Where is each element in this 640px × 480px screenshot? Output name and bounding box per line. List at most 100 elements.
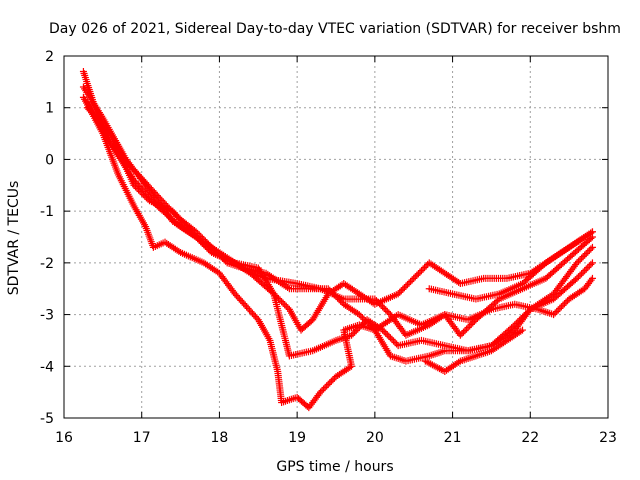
data-point-marker xyxy=(576,256,584,264)
data-point-marker xyxy=(574,273,582,281)
data-point-marker xyxy=(556,304,564,312)
data-point-marker xyxy=(579,253,587,261)
y-tick-label: -5 xyxy=(40,411,54,427)
grid-lines xyxy=(64,56,608,418)
data-point-marker xyxy=(459,328,467,336)
data-point-marker xyxy=(192,233,200,241)
data-point-marker xyxy=(380,328,388,336)
data-point-marker xyxy=(349,330,357,338)
data-point-marker xyxy=(156,195,164,203)
data-point-marker xyxy=(323,382,331,390)
data-point-marker xyxy=(358,314,366,322)
data-point-marker xyxy=(197,238,205,246)
data-point-marker xyxy=(366,321,374,329)
data-series xyxy=(79,68,596,412)
data-point-marker xyxy=(352,327,360,335)
data-point-marker xyxy=(584,248,592,256)
data-point-marker xyxy=(138,189,146,197)
data-point-marker xyxy=(553,307,561,315)
data-point-marker xyxy=(203,244,211,252)
data-point-marker xyxy=(394,290,402,298)
data-point-marker xyxy=(399,285,407,293)
data-point-marker xyxy=(139,191,147,199)
data-point-marker xyxy=(376,300,384,308)
data-point-marker xyxy=(205,245,213,253)
data-point-marker xyxy=(400,284,408,292)
data-point-marker xyxy=(573,259,581,267)
data-point-marker xyxy=(371,295,379,303)
data-point-marker xyxy=(407,277,415,285)
data-point-marker xyxy=(329,376,337,384)
x-tick-label: 20 xyxy=(366,430,384,446)
data-point-marker xyxy=(410,274,418,282)
data-point-marker xyxy=(396,288,404,296)
x-tick-label: 21 xyxy=(444,430,462,446)
data-point-marker xyxy=(136,187,144,195)
data-point-marker xyxy=(463,325,471,333)
data-point-marker xyxy=(455,358,463,366)
data-point-marker xyxy=(562,298,570,306)
x-tick-label: 16 xyxy=(55,430,73,446)
data-point-marker xyxy=(408,276,416,284)
data-point-marker xyxy=(368,323,376,331)
data-point-marker xyxy=(130,181,138,189)
y-tick-label: -2 xyxy=(40,256,54,272)
data-point-marker xyxy=(560,300,568,308)
data-point-marker xyxy=(466,322,474,330)
data-point-marker xyxy=(550,311,558,319)
x-axis-label: GPS time / hours xyxy=(276,459,393,475)
data-point-marker xyxy=(175,247,183,255)
data-point-marker xyxy=(377,301,385,309)
data-point-marker xyxy=(578,270,586,278)
data-point-marker xyxy=(153,192,161,200)
data-point-marker xyxy=(357,312,365,320)
data-point-marker xyxy=(578,254,586,262)
data-point-marker xyxy=(582,265,590,273)
data-point-marker xyxy=(517,327,525,335)
data-point-marker xyxy=(385,332,393,340)
data-point-marker xyxy=(155,193,163,201)
data-point-marker xyxy=(135,186,143,194)
data-point-marker xyxy=(581,267,589,275)
data-point-marker xyxy=(191,231,199,239)
data-point-marker xyxy=(551,309,559,317)
data-point-marker xyxy=(382,306,390,314)
data-point-marker xyxy=(141,192,149,200)
plot-border xyxy=(63,55,609,419)
data-point-marker xyxy=(200,241,208,249)
x-tick-label: 17 xyxy=(133,430,151,446)
data-point-marker xyxy=(581,251,589,259)
data-point-marker xyxy=(194,235,202,243)
data-point-marker xyxy=(327,377,335,385)
data-point-marker xyxy=(455,278,463,286)
data-point-marker xyxy=(201,242,209,250)
data-point-marker xyxy=(579,268,587,276)
y-tick-label: 2 xyxy=(45,49,54,65)
data-point-marker xyxy=(348,331,356,339)
data-point-marker xyxy=(557,303,565,311)
y-tick-label: 0 xyxy=(45,152,54,168)
data-point-marker xyxy=(388,335,396,343)
data-point-marker xyxy=(383,307,391,315)
data-point-marker xyxy=(416,268,424,276)
data-point-marker xyxy=(131,183,139,191)
data-point-marker xyxy=(559,301,567,309)
data-point-marker xyxy=(421,264,429,272)
data-point-marker xyxy=(360,315,368,323)
data-point-marker xyxy=(584,264,592,272)
data-point-marker xyxy=(393,340,401,348)
data-point-marker xyxy=(403,281,411,289)
data-point-marker xyxy=(282,302,290,310)
data-point-marker xyxy=(585,262,593,270)
data-point-marker xyxy=(587,276,595,284)
y-tick-label: -1 xyxy=(40,204,54,220)
data-point-marker xyxy=(461,327,469,335)
data-point-marker xyxy=(355,311,363,319)
data-point-marker xyxy=(469,319,477,327)
data-point-marker xyxy=(391,338,399,346)
y-tick-label: 1 xyxy=(45,101,54,117)
x-tick-label: 19 xyxy=(288,430,306,446)
data-point-marker xyxy=(320,385,328,393)
data-point-marker xyxy=(405,279,413,287)
